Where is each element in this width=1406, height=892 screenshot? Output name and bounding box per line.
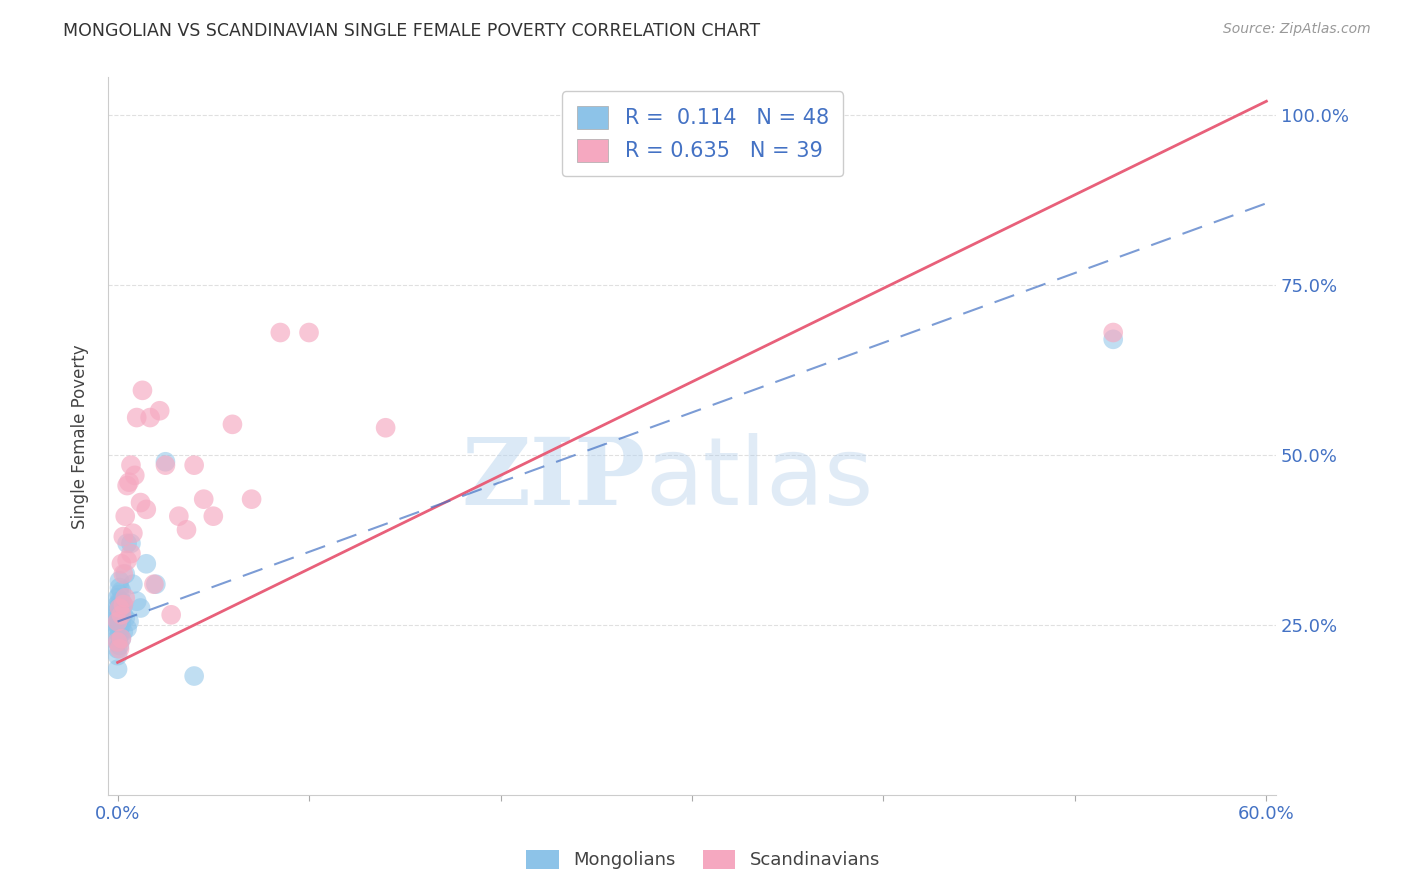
Point [107, 615, 129, 629]
Point [115, 478, 138, 492]
Point [108, 587, 131, 601]
Point [114, 566, 136, 581]
Point [108, 601, 131, 615]
Point [107, 632, 129, 646]
Point [110, 594, 132, 608]
Point [160, 607, 183, 622]
Point [129, 495, 152, 509]
Point [108, 594, 131, 608]
Point [107, 635, 129, 649]
Point [108, 621, 131, 635]
Point [108, 581, 131, 595]
Point [107, 621, 129, 635]
Point [298, 326, 321, 340]
Point [112, 598, 135, 612]
Text: atlas: atlas [645, 434, 873, 525]
Point [114, 509, 136, 524]
Point [110, 632, 132, 646]
Point [108, 641, 131, 656]
Point [122, 577, 145, 591]
Point [107, 611, 129, 625]
Point [114, 591, 136, 605]
Point [110, 584, 132, 599]
Point [107, 598, 129, 612]
Point [107, 641, 129, 656]
Point [112, 530, 135, 544]
Point [139, 410, 162, 425]
Point [118, 475, 141, 490]
Point [114, 611, 136, 625]
Point [1102, 332, 1125, 346]
Point [107, 648, 129, 663]
Point [107, 591, 129, 605]
Point [107, 615, 129, 629]
Point [125, 594, 148, 608]
Point [167, 509, 190, 524]
Y-axis label: Single Female Poverty: Single Female Poverty [72, 344, 89, 529]
Text: ZIP: ZIP [461, 434, 645, 524]
Point [110, 557, 132, 571]
Text: MONGOLIAN VS SCANDINAVIAN SINGLE FEMALE POVERTY CORRELATION CHART: MONGOLIAN VS SCANDINAVIAN SINGLE FEMALE … [63, 22, 761, 40]
Point [107, 662, 129, 676]
Point [108, 607, 131, 622]
Point [129, 601, 152, 615]
Point [112, 607, 135, 622]
Point [110, 601, 132, 615]
Point [124, 468, 146, 483]
Point [108, 601, 131, 615]
Point [122, 526, 145, 541]
Point [115, 621, 138, 635]
Point [107, 601, 129, 615]
Point [183, 669, 205, 683]
Point [221, 417, 243, 432]
Point [108, 628, 131, 642]
Point [115, 536, 138, 550]
Point [374, 421, 396, 435]
Point [108, 574, 131, 588]
Point [155, 458, 177, 472]
Point [120, 458, 142, 472]
Point [112, 598, 135, 612]
Point [110, 607, 132, 622]
Point [135, 557, 157, 571]
Point [107, 604, 129, 618]
Point [202, 509, 225, 524]
Point [108, 615, 131, 629]
Point [112, 624, 135, 639]
Point [107, 607, 129, 622]
Point [269, 326, 291, 340]
Point [107, 618, 129, 632]
Point [155, 455, 177, 469]
Point [183, 458, 205, 472]
Point [110, 618, 132, 632]
Point [107, 624, 129, 639]
Legend: Mongolians, Scandinavians: Mongolians, Scandinavians [517, 841, 889, 879]
Point [149, 403, 172, 417]
Point [108, 639, 131, 653]
Point [176, 523, 198, 537]
Text: Source: ZipAtlas.com: Source: ZipAtlas.com [1223, 22, 1371, 37]
Point [112, 566, 135, 581]
Point [110, 632, 132, 646]
Point [115, 553, 138, 567]
Point [142, 577, 165, 591]
Point [135, 502, 157, 516]
Point [131, 384, 153, 398]
Point [120, 536, 142, 550]
Point [1102, 326, 1125, 340]
Point [240, 492, 263, 507]
Point [125, 410, 148, 425]
Point [120, 547, 142, 561]
Point [145, 577, 167, 591]
Legend: R =  0.114   N = 48, R = 0.635   N = 39: R = 0.114 N = 48, R = 0.635 N = 39 [562, 92, 844, 177]
Point [193, 492, 215, 507]
Point [110, 607, 132, 622]
Point [118, 615, 141, 629]
Point [107, 635, 129, 649]
